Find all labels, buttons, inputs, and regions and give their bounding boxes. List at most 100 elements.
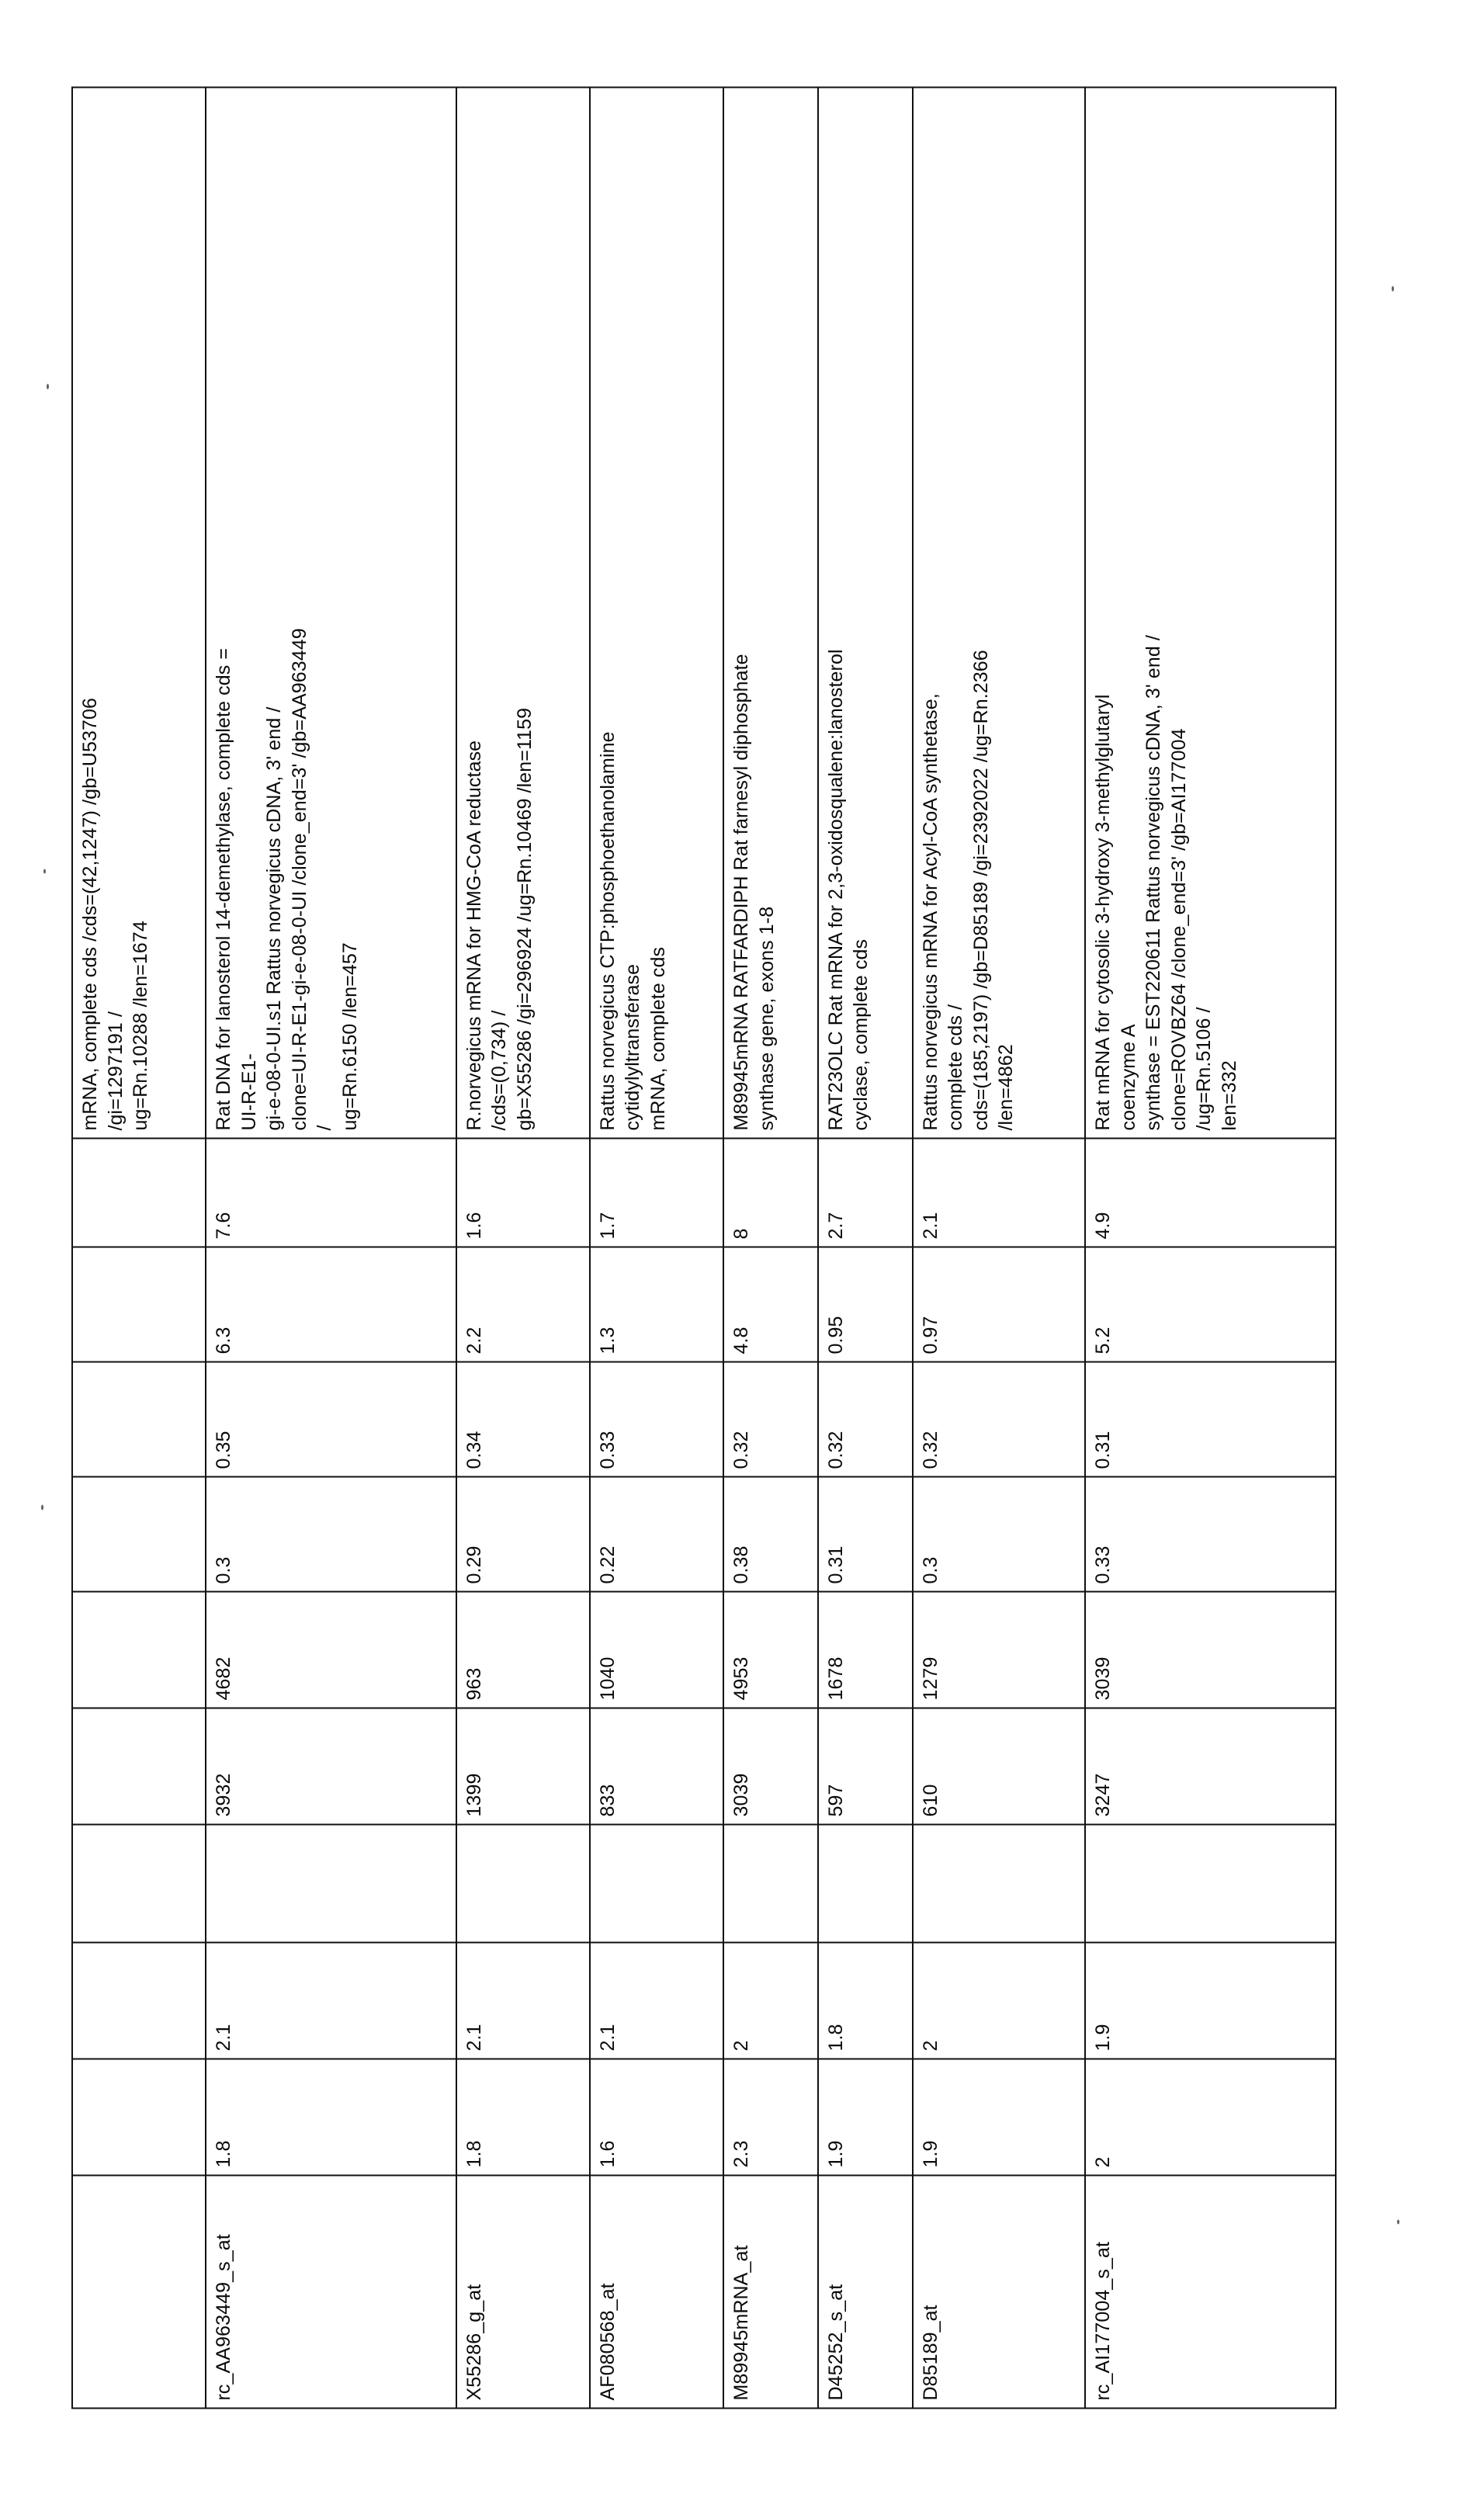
cell-ratio-1: 1.9 — [818, 2059, 913, 2175]
cell-signal-1: 1399 — [456, 1708, 590, 1824]
cell-value-3: 6.3 — [206, 1247, 456, 1361]
cell-signal-2: 1279 — [913, 1591, 1085, 1708]
cell-value-1: 0.29 — [456, 1476, 590, 1591]
cell-value-4 — [72, 1138, 206, 1247]
cell-value-4: 1.6 — [456, 1138, 590, 1247]
cell-value-3: 1.3 — [590, 1247, 723, 1361]
scanned-page: mRNA, complete cds /cds=(42,1247) /gb=U5… — [0, 0, 1484, 2494]
cell-signal-1 — [72, 1708, 206, 1824]
table-row: D45252_s_at 1.9 1.8 597 1678 0.31 0.32 0… — [818, 87, 913, 2408]
cell-value-1: 0.33 — [1085, 1476, 1336, 1591]
table-row: AF080568_at 1.6 2.1 833 1040 0.22 0.33 1… — [590, 87, 723, 2408]
cell-value-1: 0.31 — [818, 1476, 913, 1591]
cell-value-4: 8 — [723, 1138, 818, 1247]
cell-value-2: 0.34 — [456, 1361, 590, 1476]
cell-value-1: 0.3 — [206, 1476, 456, 1591]
cell-description: mRNA, complete cds /cds=(42,1247) /gb=U5… — [72, 87, 206, 1138]
cell-probe-set-id: D45252_s_at — [818, 2175, 913, 2408]
cell-ratio-2: 2.1 — [456, 1942, 590, 2059]
cell-value-1: 0.22 — [590, 1476, 723, 1591]
cell-ratio-2 — [72, 1942, 206, 2059]
cell-value-2: 0.32 — [723, 1361, 818, 1476]
cell-blank — [590, 1824, 723, 1942]
cell-probe-set-id: AF080568_at — [590, 2175, 723, 2408]
table-row: rc_AA963449_s_at 1.8 2.1 3932 4682 0.3 0… — [206, 87, 456, 2408]
cell-signal-2: 3039 — [1085, 1591, 1336, 1708]
cell-description: M89945mRNA RATFARDIPH Rat farnesyl dipho… — [723, 87, 818, 1138]
cell-ratio-1: 1.8 — [456, 2059, 590, 2175]
cell-value-2: 0.35 — [206, 1361, 456, 1476]
cell-ratio-1: 1.6 — [590, 2059, 723, 2175]
cell-value-2: 0.32 — [913, 1361, 1085, 1476]
cell-value-1: 0.3 — [913, 1476, 1085, 1591]
table-body: mRNA, complete cds /cds=(42,1247) /gb=U5… — [72, 87, 1336, 2408]
cell-ratio-2: 2 — [723, 1942, 818, 2059]
cell-signal-2: 4682 — [206, 1591, 456, 1708]
cell-value-4: 2.1 — [913, 1138, 1085, 1247]
cell-value-3: 4.8 — [723, 1247, 818, 1361]
cell-signal-1: 3039 — [723, 1708, 818, 1824]
cell-description: Rattus norvegicus CTP:phosphoethanolamin… — [590, 87, 723, 1138]
cell-value-3: 2.2 — [456, 1247, 590, 1361]
cell-probe-set-id: rc_AI177004_s_at — [1085, 2175, 1336, 2408]
cell-signal-1: 610 — [913, 1708, 1085, 1824]
scan-speckle — [47, 383, 49, 389]
scan-speckle — [1397, 2219, 1399, 2224]
cell-ratio-1: 2.3 — [723, 2059, 818, 2175]
cell-ratio-1: 1.9 — [913, 2059, 1085, 2175]
table-row: X55286_g_at 1.8 2.1 1399 963 0.29 0.34 2… — [456, 87, 590, 2408]
cell-ratio-1 — [72, 2059, 206, 2175]
scan-speckle — [41, 1504, 43, 1510]
table-row: M89945mRNA_at 2.3 2 3039 4953 0.38 0.32 … — [723, 87, 818, 2408]
cell-blank — [723, 1824, 818, 1942]
cell-value-2: 0.31 — [1085, 1361, 1336, 1476]
cell-description: Rat DNA for lanosterol 14-demethylase, c… — [206, 87, 456, 1138]
cell-blank — [913, 1824, 1085, 1942]
cell-description: R.norvegicus mRNA for HMG-CoA reductase … — [456, 87, 590, 1138]
cell-signal-1: 3247 — [1085, 1708, 1336, 1824]
cell-probe-set-id — [72, 2175, 206, 2408]
gene-expression-table: mRNA, complete cds /cds=(42,1247) /gb=U5… — [71, 86, 1337, 2409]
cell-signal-2: 1040 — [590, 1591, 723, 1708]
cell-signal-2: 963 — [456, 1591, 590, 1708]
cell-value-3 — [72, 1247, 206, 1361]
cell-value-4: 1.7 — [590, 1138, 723, 1247]
cell-value-3: 0.95 — [818, 1247, 913, 1361]
cell-value-2: 0.33 — [590, 1361, 723, 1476]
cell-probe-set-id: D85189_at — [913, 2175, 1085, 2408]
cell-ratio-2: 1.8 — [818, 1942, 913, 2059]
scan-speckle — [43, 869, 46, 873]
cell-probe-set-id: X55286_g_at — [456, 2175, 590, 2408]
cell-value-2: 0.32 — [818, 1361, 913, 1476]
cell-signal-2: 1678 — [818, 1591, 913, 1708]
cell-value-4: 4.9 — [1085, 1138, 1336, 1247]
cell-signal-1: 597 — [818, 1708, 913, 1824]
cell-value-3: 5.2 — [1085, 1247, 1336, 1361]
cell-blank — [72, 1824, 206, 1942]
cell-ratio-2: 2.1 — [590, 1942, 723, 2059]
cell-value-1: 0.38 — [723, 1476, 818, 1591]
cell-value-3: 0.97 — [913, 1247, 1085, 1361]
cell-blank — [206, 1824, 456, 1942]
cell-signal-2 — [72, 1591, 206, 1708]
cell-blank — [456, 1824, 590, 1942]
cell-blank — [1085, 1824, 1336, 1942]
cell-description: RAT23OLC Rat mRNA for 2,3-oxidosqualene:… — [818, 87, 913, 1138]
cell-blank — [818, 1824, 913, 1942]
gene-expression-table-container: mRNA, complete cds /cds=(42,1247) /gb=U5… — [71, 88, 1337, 2409]
cell-ratio-2: 1.9 — [1085, 1942, 1336, 2059]
cell-value-1 — [72, 1476, 206, 1591]
cell-signal-2: 4953 — [723, 1591, 818, 1708]
table-row: rc_AI177004_s_at 2 1.9 3247 3039 0.33 0.… — [1085, 87, 1336, 2408]
cell-ratio-2: 2 — [913, 1942, 1085, 2059]
cell-value-4: 2.7 — [818, 1138, 913, 1247]
cell-signal-1: 3932 — [206, 1708, 456, 1824]
cell-value-2 — [72, 1361, 206, 1476]
scan-speckle — [1392, 286, 1394, 291]
cell-probe-set-id: M89945mRNA_at — [723, 2175, 818, 2408]
cell-value-4: 7.6 — [206, 1138, 456, 1247]
cell-ratio-1: 2 — [1085, 2059, 1336, 2175]
table-row: mRNA, complete cds /cds=(42,1247) /gb=U5… — [72, 87, 206, 2408]
cell-probe-set-id: rc_AA963449_s_at — [206, 2175, 456, 2408]
table-row: D85189_at 1.9 2 610 1279 0.3 0.32 0.97 2… — [913, 87, 1085, 2408]
